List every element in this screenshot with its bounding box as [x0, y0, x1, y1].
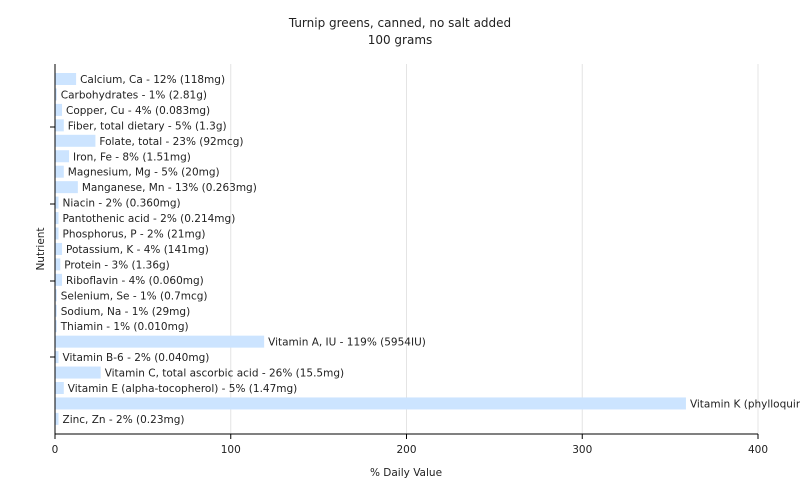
- bars: [55, 73, 686, 425]
- bar: [55, 397, 686, 410]
- bar: [55, 212, 59, 225]
- bar-label: Fiber, total dietary - 5% (1.3g): [68, 120, 227, 132]
- x-axis-title: % Daily Value: [370, 467, 442, 479]
- x-tick-label: 200: [396, 444, 416, 456]
- bar: [55, 227, 59, 240]
- bar: [55, 351, 59, 364]
- chart-title: Turnip greens, canned, no salt added: [288, 16, 512, 30]
- grid-lines: [230, 64, 759, 434]
- bar: [55, 103, 63, 116]
- bar-label: Copper, Cu - 4% (0.083mg): [66, 105, 210, 117]
- bar: [55, 335, 265, 348]
- bar-label: Folate, total - 23% (92mcg): [99, 136, 243, 148]
- bar: [55, 382, 64, 394]
- chart-subtitle: 100 grams: [367, 33, 433, 47]
- x-tick-label: 400: [748, 444, 768, 456]
- bar: [55, 88, 57, 101]
- bar-label: Vitamin C, total ascorbic acid - 26% (15…: [105, 368, 344, 380]
- x-tick-label: 0: [52, 444, 59, 456]
- bar-label: Vitamin B-6 - 2% (0.040mg): [63, 352, 210, 364]
- bar-label: Vitamin K (phylloquinone) - 359% (287.0m…: [690, 398, 800, 410]
- bar-label: Phosphorus, P - 2% (21mg): [63, 229, 206, 241]
- bar: [55, 134, 96, 147]
- bar: [55, 181, 78, 194]
- bar: [55, 304, 57, 317]
- bar-label: Carbohydrates - 1% (2.81g): [61, 89, 207, 101]
- bar-label: Protein - 3% (1.36g): [64, 259, 170, 271]
- bar-label: Magnesium, Mg - 5% (20mg): [68, 167, 220, 179]
- bar: [55, 412, 59, 425]
- bar-label: Potassium, K - 4% (141mg): [66, 244, 209, 256]
- bar: [55, 242, 63, 255]
- bar: [55, 273, 63, 286]
- bar-label: Iron, Fe - 8% (1.51mg): [73, 151, 191, 163]
- bar-label: Vitamin A, IU - 119% (5954IU): [268, 337, 426, 349]
- bar-label: Selenium, Se - 1% (0.7mcg): [61, 290, 208, 302]
- bar-labels: Calcium, Ca - 12% (118mg) Carbohydrates -…: [60, 74, 800, 426]
- bar: [55, 289, 57, 302]
- bar: [55, 150, 70, 163]
- bar-label: Calcium, Ca - 12% (118mg): [80, 74, 225, 86]
- axes: 0 100 200 300 400: [50, 64, 768, 456]
- bar: [55, 366, 101, 379]
- bar-label: Sodium, Na - 1% (29mg): [61, 306, 190, 318]
- x-tick-label: 100: [221, 444, 241, 456]
- bar-label: Vitamin E (alpha-tocopherol) - 5% (1.47m…: [68, 383, 298, 395]
- bar-label: Niacin - 2% (0.360mg): [63, 198, 181, 210]
- bar: [55, 119, 64, 132]
- bar: [55, 73, 77, 85]
- bar-label: Riboflavin - 4% (0.060mg): [66, 275, 204, 287]
- y-axis-title: Nutrient: [35, 227, 47, 270]
- bar-label: Thiamin - 1% (0.010mg): [60, 321, 189, 333]
- bar: [55, 258, 61, 271]
- bar: [55, 320, 57, 333]
- bar: [55, 165, 64, 178]
- bar: [55, 196, 59, 209]
- bar-label: Manganese, Mn - 13% (0.263mg): [82, 182, 257, 194]
- bar-label: Pantothenic acid - 2% (0.214mg): [63, 213, 236, 225]
- x-tick-label: 300: [572, 444, 592, 456]
- bar-label: Zinc, Zn - 2% (0.23mg): [63, 414, 185, 426]
